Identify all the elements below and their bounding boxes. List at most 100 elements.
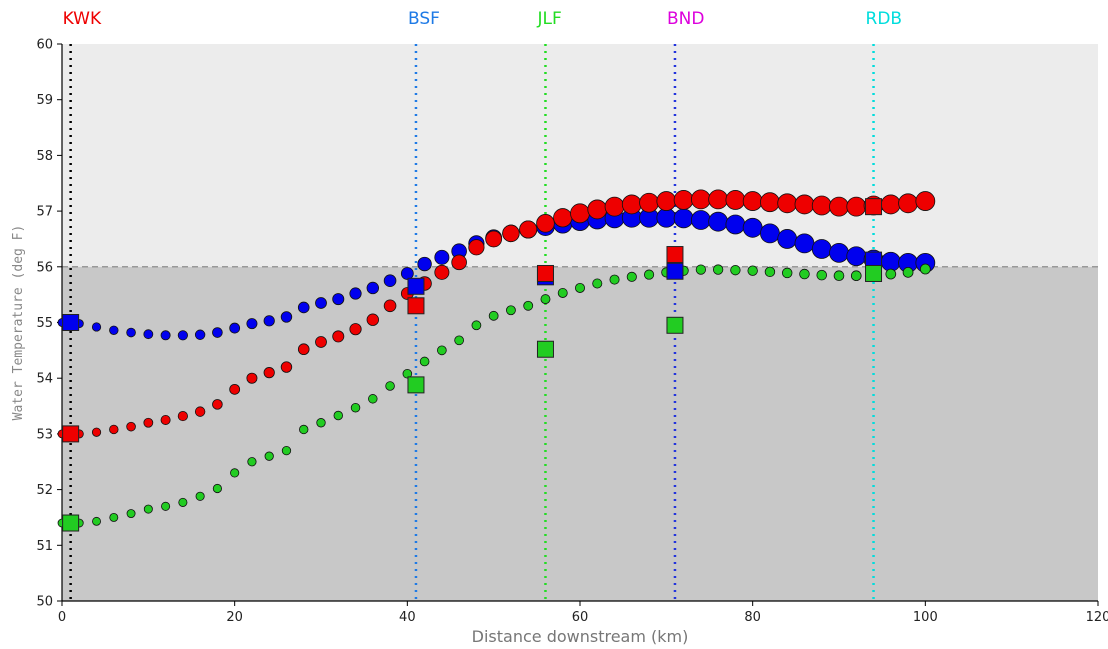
series-point [143,329,154,340]
series-point [280,361,293,373]
x-tick-label: 100 [913,610,938,625]
series-point [229,383,241,395]
series-point [485,230,503,248]
series-point [91,322,102,332]
series-point [794,194,815,215]
series-point [91,427,102,437]
series-point [246,372,258,384]
series-point [434,264,450,280]
series-point [609,274,620,285]
series-point [366,313,380,326]
series-point [177,410,188,422]
series-point [194,406,206,417]
series-point [777,229,798,249]
series-point [523,300,534,311]
series-point [402,368,413,379]
series-point [690,210,711,230]
series-point [919,263,931,275]
series-point [570,203,590,224]
series-point [264,451,274,461]
series-point [437,345,447,356]
series-point [673,208,694,229]
series-point [850,270,862,282]
series-point [350,402,361,413]
series-group [57,263,931,528]
observation-marker [62,425,80,443]
observation-marker [666,246,684,264]
x-tick-label: 80 [744,610,761,625]
series-point [846,246,867,267]
series-point [712,264,724,275]
series-point [880,251,901,272]
series-point [160,330,171,341]
series-point [383,274,397,288]
series-point [833,270,845,282]
series-point [299,424,309,435]
series-point [126,421,136,432]
x-tick-label: 0 [58,610,66,625]
series-point [742,191,763,211]
series-point [799,268,810,280]
series-point [506,305,516,316]
series-point [502,224,520,243]
series-point [656,207,677,228]
series-point [742,217,763,238]
series-point [280,311,293,323]
series-point [760,223,780,244]
x-axis-title: Distance downstream (km) [472,627,689,646]
series-point [777,193,798,214]
series-point [794,233,815,254]
series-point [725,190,746,210]
series-point [811,195,832,216]
series-point [281,445,292,456]
site-label-bnd: BND [667,9,704,29]
series-point [557,287,568,298]
series-point [177,330,188,341]
series-point [161,501,171,511]
y-tick-label: 54 [36,372,53,387]
series-point [143,504,153,514]
series-point [195,491,205,501]
observation-marker [666,316,684,334]
series-point [400,267,414,280]
series-point [468,239,485,256]
series-point [885,268,897,280]
series-point [471,320,482,331]
series-point [194,329,206,340]
series-point [816,269,828,281]
observation-marker [407,297,425,315]
series-point [126,327,136,338]
series-point [212,327,223,338]
series-point [332,293,345,306]
series-point [781,267,793,279]
series-point [385,381,395,391]
series-point [764,266,776,278]
series-point [417,256,432,272]
series-point [626,271,637,282]
series-point [349,323,362,336]
series-point [695,264,707,275]
site-label-jlf: JLF [536,9,561,29]
series-point [349,287,362,300]
series-point [915,191,936,211]
y-tick-label: 52 [36,483,53,498]
series-point [708,189,729,210]
x-tick-label: 120 [1086,610,1108,625]
series-point [332,330,345,343]
y-tick-label: 59 [36,93,53,108]
series-point [690,189,711,210]
series-point [592,278,603,289]
series-point [383,299,397,313]
series-point [604,196,625,217]
series-point [829,242,849,263]
series-point [587,199,608,220]
series-point [540,294,551,305]
site-lines [69,44,875,601]
y-tick-label: 58 [36,149,53,164]
y-tick-label: 57 [36,205,53,220]
series-point [811,239,832,259]
y-axis-title: Water Temperature (deg F) [11,225,26,421]
series-point [109,325,119,335]
observation-marker [536,340,554,358]
